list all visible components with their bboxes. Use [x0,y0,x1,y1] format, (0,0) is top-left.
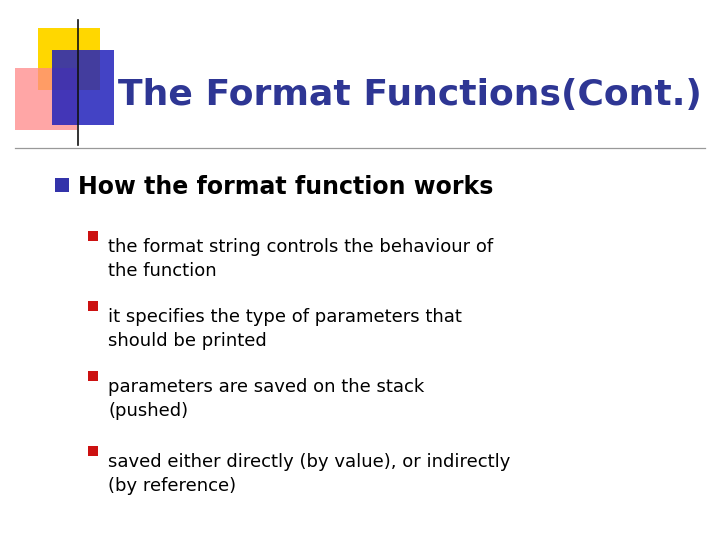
FancyBboxPatch shape [88,231,98,241]
Text: How the format function works: How the format function works [78,175,493,199]
FancyBboxPatch shape [88,446,98,456]
Text: it specifies the type of parameters that
should be printed: it specifies the type of parameters that… [108,308,462,350]
FancyBboxPatch shape [88,301,98,311]
Text: saved either directly (by value), or indirectly
(by reference): saved either directly (by value), or ind… [108,453,510,495]
FancyBboxPatch shape [15,68,77,130]
FancyBboxPatch shape [55,178,69,192]
Text: The Format Functions(Cont.): The Format Functions(Cont.) [118,78,702,112]
Text: the format string controls the behaviour of
the function: the format string controls the behaviour… [108,238,493,280]
FancyBboxPatch shape [88,371,98,381]
FancyBboxPatch shape [38,28,100,90]
Text: parameters are saved on the stack
(pushed): parameters are saved on the stack (pushe… [108,378,424,420]
FancyBboxPatch shape [52,50,114,125]
